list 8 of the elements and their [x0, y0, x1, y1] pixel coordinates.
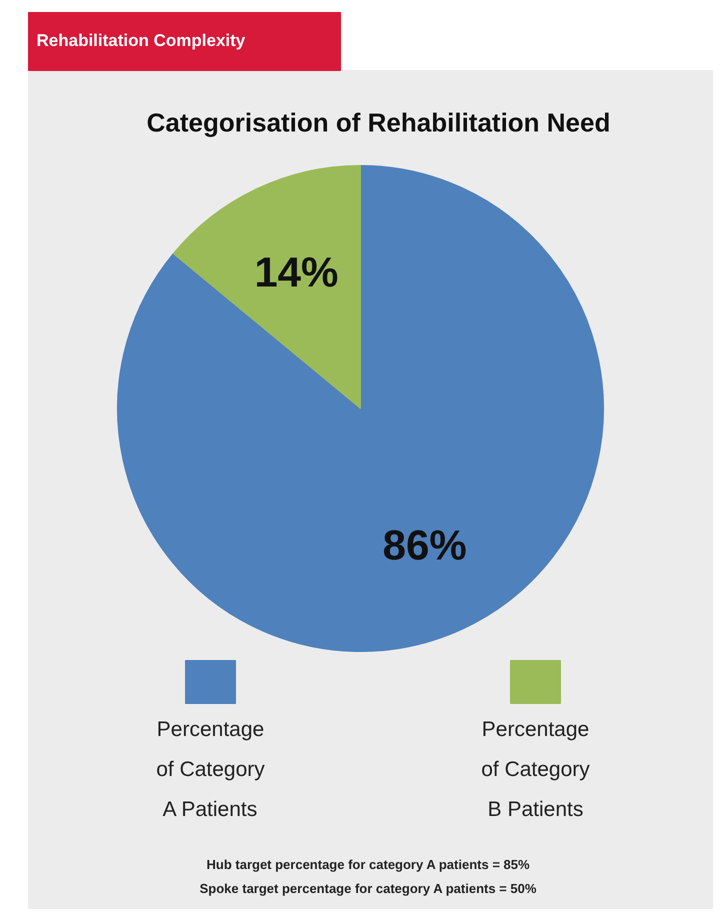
data-label: 86%: [382, 521, 467, 568]
text: Hub target percentage for category A patients = 85%: [206, 857, 530, 872]
chart-subtitle: Rehabilitation Complexity: [36, 31, 246, 50]
data-label: 14%: [254, 248, 338, 296]
legend-label: Percentage of Category B Patients: [481, 718, 590, 821]
chart-title: Categorisation of Rehabilitation Need: [146, 108, 610, 138]
legend-label: Percentage of Category A Patients: [156, 718, 266, 821]
text: Spoke target percentage for category A patients = 50%: [200, 881, 537, 896]
